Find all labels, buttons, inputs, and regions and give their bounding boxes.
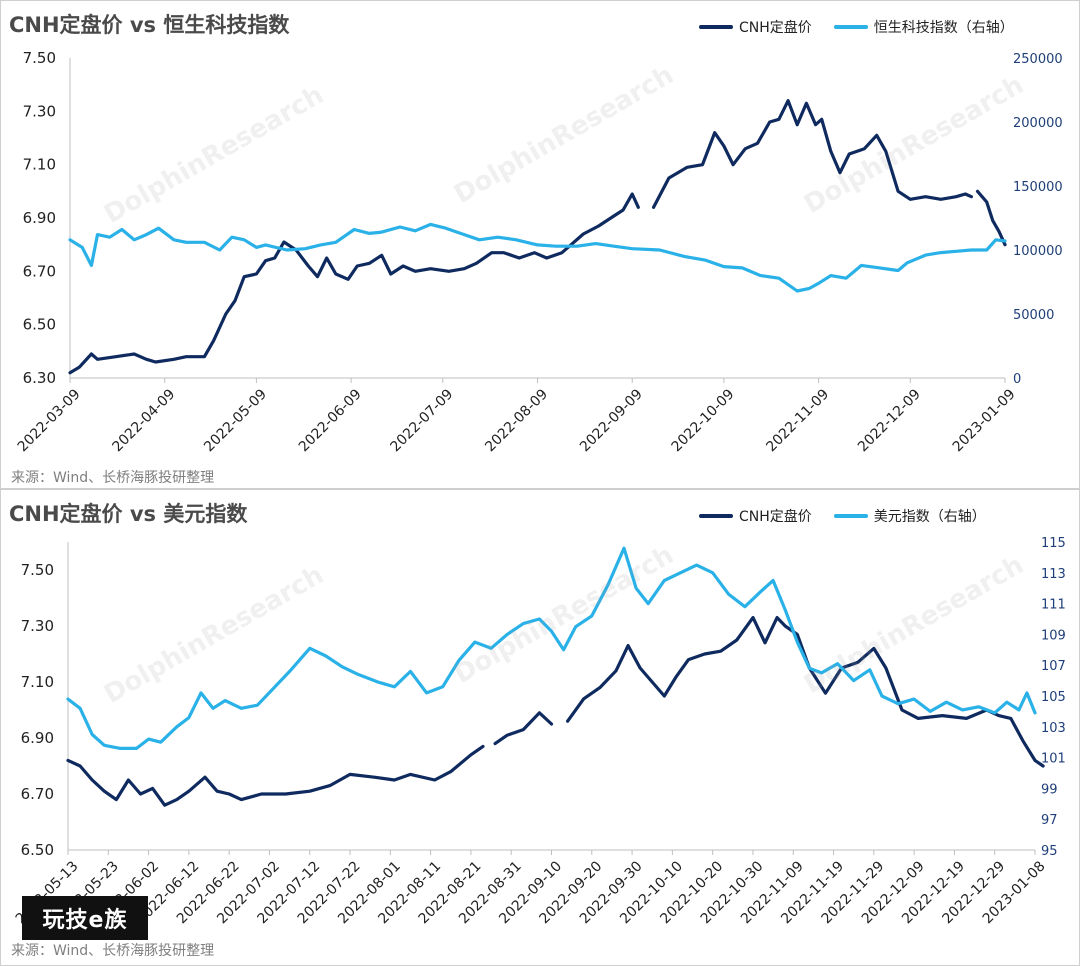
- y-tick-label-right: 50000: [1013, 308, 1054, 323]
- y-tick-label-right: 103: [1041, 721, 1066, 736]
- legend-item-hstech: 恒生科技指数（右轴）: [833, 17, 1014, 37]
- y-tick-label-left: 6.50: [23, 316, 56, 334]
- x-tick-label: 2022-04-09: [109, 386, 178, 455]
- legend-item-cnh: CNH定盘价: [699, 506, 812, 526]
- y-tick-label-left: 7.50: [21, 561, 54, 579]
- y-tick-label-right: 99: [1041, 782, 1058, 797]
- series-line: [68, 222, 1007, 293]
- y-tick-label-right: 95: [1041, 844, 1058, 859]
- logo-badge: 玩技e族: [22, 896, 148, 940]
- x-tick-label: 2023-01-09: [950, 386, 1019, 455]
- x-tick-label: 2022-05-09: [201, 386, 270, 455]
- series-line: [66, 616, 1045, 807]
- x-tick-label: 2022-07-09: [388, 386, 457, 455]
- legend-item-dxy: 美元指数（右轴）: [833, 506, 986, 526]
- y-tick-label-left: 7.10: [21, 673, 54, 691]
- y-tick-label-left: 6.90: [21, 729, 54, 747]
- y-tick-label-left: 7.50: [23, 49, 56, 67]
- y-tick-label-right: 97: [1041, 813, 1058, 828]
- y-tick-label-left: 7.30: [21, 617, 54, 635]
- y-tick-label-right: 113: [1041, 567, 1066, 582]
- y-tick-label-left: 6.70: [21, 785, 54, 803]
- y-tick-label-right: 250000: [1013, 52, 1063, 67]
- chart-panel-hstech: CNH定盘价 vs 恒生科技指数 CNH定盘价 恒生科技指数（右轴） 来源：Wi…: [0, 0, 1080, 489]
- legend-label: CNH定盘价: [739, 509, 812, 525]
- series-line: [66, 546, 1037, 750]
- x-tick-label: 2022-06-09: [296, 386, 365, 455]
- y-tick-label-right: 150000: [1013, 180, 1063, 195]
- y-tick-label-left: 6.50: [21, 841, 54, 859]
- legend-label: CNH定盘价: [739, 20, 812, 36]
- x-tick-label: 2022-10-09: [669, 386, 738, 455]
- y-tick-label-right: 115: [1041, 536, 1066, 551]
- legend-item-cnh: CNH定盘价: [699, 17, 812, 37]
- y-tick-label-right: 200000: [1013, 116, 1063, 131]
- y-tick-label-right: 107: [1041, 659, 1066, 674]
- legend: CNH定盘价 恒生科技指数（右轴）: [677, 17, 1014, 37]
- chart-title: CNH定盘价 vs 美元指数: [9, 502, 248, 526]
- y-tick-label-right: 105: [1041, 690, 1066, 705]
- y-tick-label-right: 100000: [1013, 244, 1063, 259]
- x-tick-label: 2022-11-09: [763, 386, 832, 455]
- chart-panel-dxy: CNH定盘价 vs 美元指数 CNH定盘价 美元指数（右轴） 来源：Wind、长…: [0, 489, 1080, 966]
- y-tick-label-right: 101: [1041, 752, 1066, 767]
- chart-source: 来源：Wind、长桥海豚投研整理: [11, 470, 215, 486]
- x-tick-label: 2022-12-09: [855, 386, 924, 455]
- legend-label: 美元指数（右轴）: [873, 509, 986, 525]
- y-tick-label-left: 6.90: [23, 209, 56, 227]
- legend-label: 恒生科技指数（右轴）: [873, 20, 1014, 36]
- y-tick-label-right: 111: [1041, 598, 1066, 613]
- x-tick-label: 2022-03-09: [15, 386, 84, 455]
- y-tick-label-left: 7.30: [23, 102, 56, 120]
- y-tick-label-left: 7.10: [23, 156, 56, 174]
- chart-source: 来源：Wind、长桥海豚投研整理: [11, 943, 215, 959]
- y-tick-label-left: 6.30: [23, 369, 56, 387]
- chart-title: CNH定盘价 vs 恒生科技指数: [9, 13, 290, 37]
- series-line: [68, 99, 1007, 375]
- y-tick-label-right: 109: [1041, 628, 1066, 643]
- x-tick-label: 2022-08-09: [482, 386, 551, 455]
- y-tick-label-left: 6.70: [23, 262, 56, 280]
- y-tick-label-right: 0: [1013, 372, 1021, 387]
- legend: CNH定盘价 美元指数（右轴）: [677, 506, 986, 526]
- x-tick-label: 2022-09-09: [577, 386, 646, 455]
